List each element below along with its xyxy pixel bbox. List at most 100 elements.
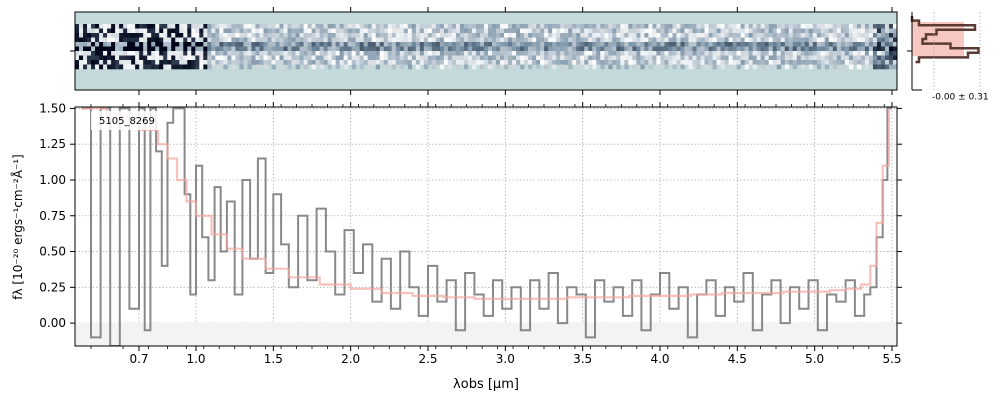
heatmap-cell: [75, 37, 80, 43]
heatmap-cell: [536, 60, 541, 65]
heatmap-cell: [327, 33, 333, 38]
heatmap-cell: [824, 64, 830, 70]
heatmap-cell: [255, 60, 260, 65]
heatmap-cell: [271, 64, 276, 70]
heatmap-cell: [592, 33, 597, 38]
heatmap-cell: [556, 24, 561, 29]
heatmap-cell: [820, 33, 826, 38]
heatmap-cell: [864, 60, 870, 65]
heatmap-cell: [207, 60, 212, 65]
heatmap-cell: [548, 60, 553, 65]
heatmap-cell: [644, 28, 649, 34]
heatmap-cell: [379, 42, 385, 47]
heatmap-cell: [780, 28, 786, 34]
heatmap-cell: [383, 24, 389, 29]
heatmap-cell: [359, 60, 365, 65]
x-tick-label: 1.5: [264, 352, 283, 366]
heatmap-cell: [135, 64, 140, 70]
heatmap-cell: [463, 64, 469, 70]
heatmap-cell: [79, 60, 84, 65]
heatmap-cell: [568, 37, 573, 43]
heatmap-cell: [255, 28, 260, 34]
heatmap-cell: [475, 55, 481, 61]
heatmap-cell: [171, 33, 176, 38]
heatmap-cell: [427, 55, 433, 61]
heatmap-cell: [227, 46, 232, 52]
heatmap-cell: [295, 24, 300, 29]
heatmap-cell: [439, 60, 445, 65]
heatmap-cell: [107, 46, 112, 52]
heatmap-cell: [492, 33, 497, 38]
heatmap-cell: [508, 46, 513, 52]
heatmap-cell: [359, 28, 365, 34]
heatmap-cell: [580, 55, 585, 61]
heatmap-cell: [107, 64, 112, 70]
heatmap-cell: [784, 55, 790, 61]
heatmap-cell: [784, 33, 790, 38]
heatmap-cell: [716, 55, 721, 61]
heatmap-cell: [275, 55, 280, 61]
y-tick-label: 0.00: [39, 316, 66, 330]
heatmap-cell: [419, 55, 425, 61]
heatmap-cell: [75, 55, 80, 61]
heatmap-cell: [363, 51, 369, 56]
heatmap-cell: [259, 37, 264, 43]
heatmap-cell: [692, 28, 697, 34]
heatmap-cell: [307, 60, 312, 65]
heatmap-cell: [147, 46, 152, 52]
heatmap-cell: [824, 37, 830, 43]
heatmap-cell: [580, 37, 585, 43]
heatmap-cell: [556, 42, 561, 47]
heatmap-cell: [772, 55, 778, 61]
heatmap-cell: [820, 55, 826, 61]
heatmap-cell: [728, 24, 733, 29]
heatmap-cell: [91, 42, 96, 47]
heatmap-cell: [367, 46, 373, 52]
heatmap-cell: [648, 24, 653, 29]
heatmap-cell: [211, 55, 216, 61]
heatmap-cell: [828, 60, 834, 65]
heatmap-cell: [163, 37, 168, 43]
heatmap-cell: [616, 24, 621, 29]
heatmap-cell: [612, 55, 617, 61]
heatmap-cell: [580, 24, 585, 29]
heatmap-cell: [712, 37, 717, 43]
heatmap-cell: [700, 28, 705, 34]
heatmap-cell: [311, 33, 316, 38]
heatmap-cell: [768, 42, 774, 47]
heatmap-cell: [219, 55, 224, 61]
heatmap-cell: [644, 37, 649, 43]
heatmap-cell: [175, 64, 180, 70]
heatmap-cell: [616, 46, 621, 52]
heatmap-cell: [752, 28, 758, 34]
heatmap-cell: [471, 51, 477, 56]
x-tick-label: 0.7: [129, 352, 148, 366]
heatmap-cell: [247, 42, 252, 47]
heatmap-cell: [668, 24, 673, 29]
heatmap-cell: [532, 24, 537, 29]
heatmap-cell: [668, 60, 673, 65]
heatmap-cell: [75, 28, 80, 34]
heatmap-cell: [419, 28, 425, 34]
heatmap-cell: [423, 46, 429, 52]
heatmap-cell: [740, 24, 746, 29]
heatmap-cell: [371, 33, 377, 38]
heatmap-cell: [648, 46, 653, 52]
heatmap-cell: [796, 46, 802, 52]
heatmap-cell: [512, 46, 517, 52]
heatmap-cell: [816, 24, 822, 29]
heatmap-cell: [848, 55, 854, 61]
heatmap-cell: [323, 42, 329, 47]
heatmap-cell: [572, 46, 577, 52]
heatmap-cell: [808, 55, 814, 61]
heatmap-cell: [708, 24, 713, 29]
heatmap-cell: [520, 24, 525, 29]
heatmap-cell: [375, 60, 381, 65]
heatmap-cell: [415, 28, 421, 34]
heatmap-cell: [748, 33, 754, 38]
heatmap-cell: [576, 64, 581, 70]
heatmap-cell: [516, 55, 521, 61]
heatmap-cell: [475, 37, 481, 43]
heatmap-cell: [347, 46, 353, 52]
heatmap-cell: [167, 51, 172, 56]
